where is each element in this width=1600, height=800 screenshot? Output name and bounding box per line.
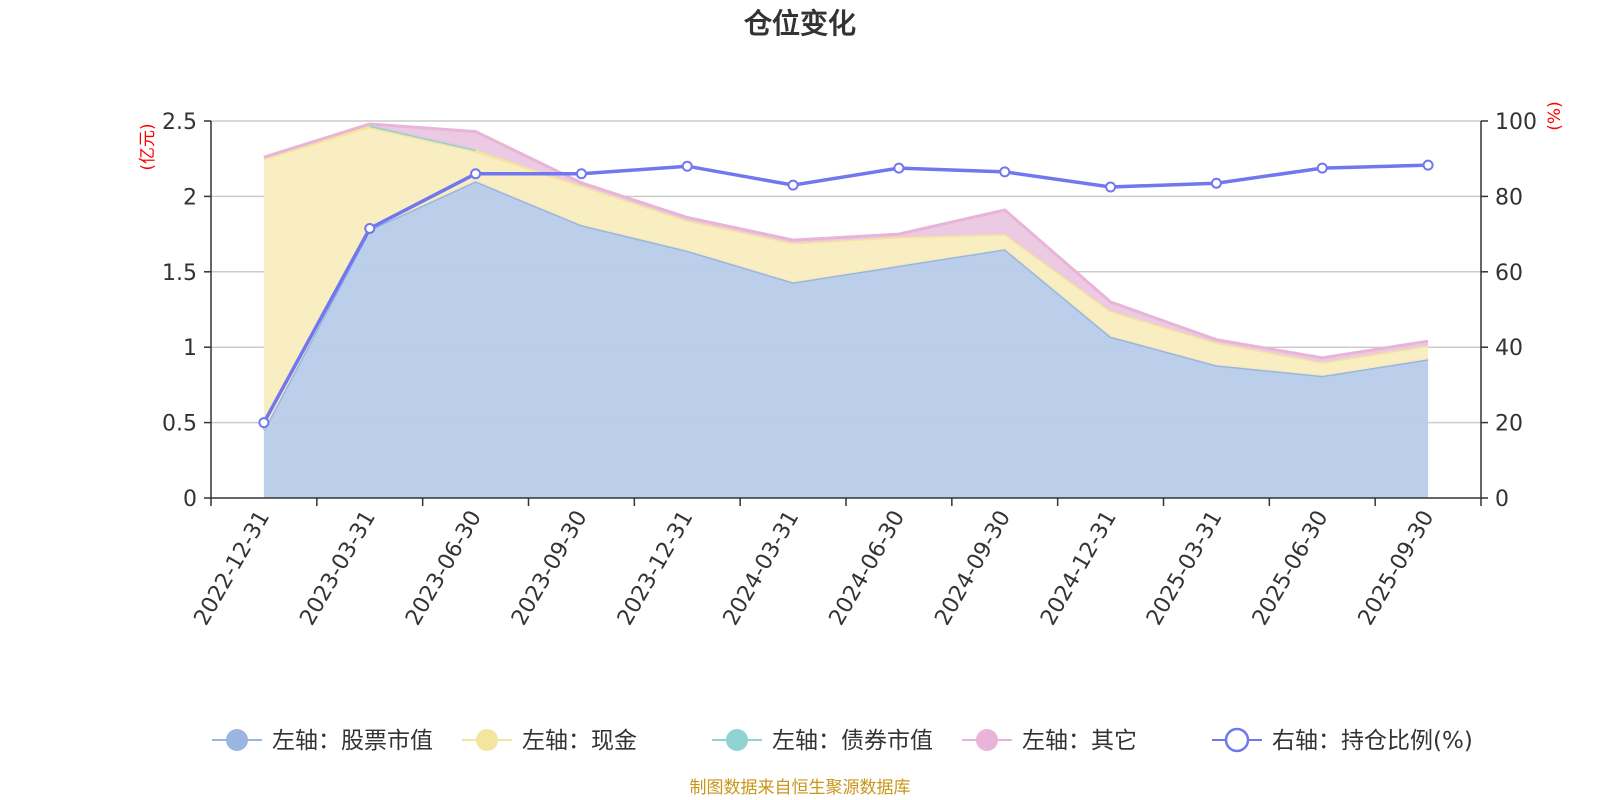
- right-axis-tick-label: 20: [1495, 412, 1523, 437]
- right-axis-tick-label: 100: [1495, 110, 1537, 135]
- left-axis-tick-label: 0: [183, 487, 197, 512]
- series-area: [263, 181, 1429, 499]
- series-area: [263, 127, 1429, 431]
- right-axis-tick-label: 60: [1495, 261, 1523, 286]
- x-axis-tick-label: 2023-03-31: [295, 507, 381, 630]
- series-outline: [262, 179, 1429, 431]
- x-axis-tick-label: 2025-03-31: [1142, 507, 1228, 630]
- holding-ratio-point: [470, 168, 482, 180]
- holding-ratio-point: [364, 222, 376, 234]
- series-outline: [263, 122, 1429, 360]
- holding-ratio-point: [787, 179, 799, 191]
- left-axis-tick-label: 1: [183, 336, 197, 361]
- x-axis-tick-label: 2024-03-31: [719, 507, 805, 630]
- holding-ratio-point: [681, 160, 693, 172]
- right-axis-tick-label: 40: [1495, 336, 1523, 361]
- right-axis-unit: (%): [1545, 101, 1565, 130]
- left-axis-tick-label: 2: [183, 185, 197, 210]
- legend-marker: [976, 729, 998, 751]
- holding-ratio-point: [1316, 162, 1328, 174]
- x-axis-tick-label: 2025-09-30: [1354, 507, 1440, 630]
- legend-label: 左轴：股票市值: [272, 728, 433, 754]
- data-source-note: 制图数据来自恒生聚源数据库: [690, 778, 911, 798]
- left-axis-tick-label: 2.5: [162, 110, 197, 135]
- legend-marker: [226, 729, 248, 751]
- legend: 左轴：股票市值 左轴：现金 左轴：债券市值 左轴：其它 右轴：持仓比例(%): [212, 727, 1473, 754]
- x-axis-tick-label: 2025-06-30: [1248, 507, 1334, 630]
- x-axis-tick-label: 2023-09-30: [507, 507, 593, 630]
- holding-ratio-point: [893, 162, 905, 174]
- holding-ratio-point: [1210, 177, 1222, 189]
- legend-marker: [726, 729, 748, 751]
- chart-title: 仓位变化: [744, 7, 856, 40]
- holding-ratio-point: [999, 166, 1011, 178]
- holding-ratio-point: [575, 168, 587, 180]
- series-outline: [369, 124, 476, 152]
- holding-ratio-line: [258, 159, 1434, 429]
- legend-label: 左轴：债券市值: [772, 728, 933, 754]
- x-axis-tick-label: 2023-06-30: [401, 507, 487, 630]
- legend-marker: [476, 729, 498, 751]
- left-axis-tick-label: 0.5: [162, 412, 197, 437]
- left-axis-unit: (亿元): [138, 123, 158, 170]
- holding-ratio-point: [258, 417, 270, 429]
- holding-ratio-point: [1422, 159, 1434, 171]
- right-axis-tick-label: 0: [1495, 487, 1509, 512]
- right-axis-tick-label: 80: [1495, 185, 1523, 210]
- x-axis-tick-label: 2024-12-31: [1036, 507, 1122, 630]
- legend-label: 右轴：持仓比例(%): [1272, 728, 1473, 754]
- left-axis-tick-label: 1.5: [162, 261, 197, 286]
- legend-label: 左轴：现金: [522, 728, 637, 754]
- stacked-areas: [262, 122, 1429, 499]
- x-axis-tick-label: 2024-06-30: [825, 507, 911, 630]
- legend-marker: [1224, 727, 1250, 753]
- legend-label: 左轴：其它: [1022, 728, 1137, 754]
- holding-ratio-path: [262, 163, 1429, 424]
- x-axis-tick-label: 2024-09-30: [930, 507, 1016, 630]
- x-axis-tick-label: 2022-12-31: [190, 507, 276, 630]
- x-axis-tick-label: 2023-12-31: [613, 507, 699, 630]
- holding-ratio-point: [1105, 181, 1117, 193]
